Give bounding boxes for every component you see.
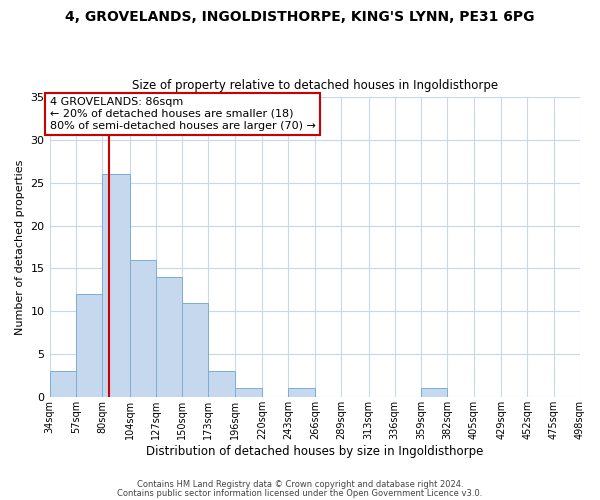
Bar <box>235 388 262 397</box>
Text: 4 GROVELANDS: 86sqm
← 20% of detached houses are smaller (18)
80% of semi-detach: 4 GROVELANDS: 86sqm ← 20% of detached ho… <box>50 98 316 130</box>
Title: Size of property relative to detached houses in Ingoldisthorpe: Size of property relative to detached ho… <box>132 79 498 92</box>
X-axis label: Distribution of detached houses by size in Ingoldisthorpe: Distribution of detached houses by size … <box>146 444 484 458</box>
Bar <box>76 294 102 397</box>
Bar <box>102 174 130 397</box>
Text: Contains HM Land Registry data © Crown copyright and database right 2024.: Contains HM Land Registry data © Crown c… <box>137 480 463 489</box>
Bar <box>289 388 315 397</box>
Bar <box>130 260 156 397</box>
Bar <box>50 371 76 397</box>
Text: 4, GROVELANDS, INGOLDISTHORPE, KING'S LYNN, PE31 6PG: 4, GROVELANDS, INGOLDISTHORPE, KING'S LY… <box>65 10 535 24</box>
Bar <box>182 302 208 397</box>
Bar <box>156 277 182 397</box>
Bar <box>208 371 235 397</box>
Bar <box>421 388 448 397</box>
Y-axis label: Number of detached properties: Number of detached properties <box>15 160 25 334</box>
Text: Contains public sector information licensed under the Open Government Licence v3: Contains public sector information licen… <box>118 489 482 498</box>
